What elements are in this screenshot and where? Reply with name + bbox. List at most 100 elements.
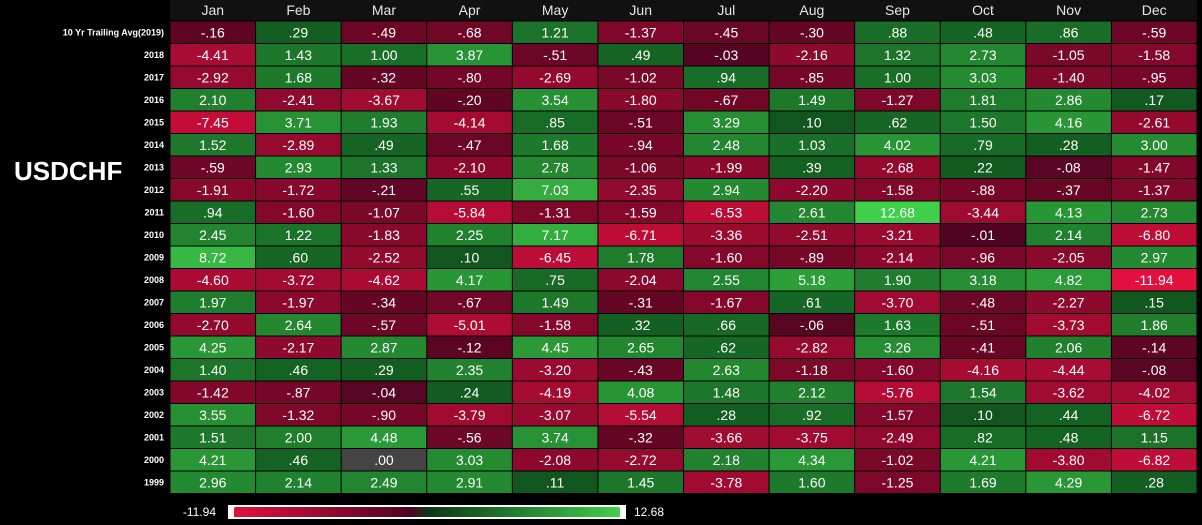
heatmap-cell	[1026, 111, 1111, 133]
heatmap-cell	[512, 66, 598, 88]
heatmap-cell	[256, 314, 341, 336]
cell-value: -.95	[1142, 69, 1166, 85]
heatmap-cell	[684, 336, 769, 358]
heatmap-cell	[855, 44, 940, 66]
heatmap-cell	[684, 381, 769, 403]
heatmap-cell	[256, 359, 341, 381]
heatmap-cell	[769, 449, 855, 471]
cell-value: 2.64	[285, 317, 312, 333]
heatmap-cell	[170, 201, 256, 223]
heatmap-cell	[1026, 44, 1111, 66]
heatmap-cell	[940, 246, 1026, 268]
row-header: 2015	[144, 117, 164, 127]
heatmap-cell	[341, 66, 427, 88]
heatmap-cell	[512, 269, 598, 291]
heatmap-cell	[598, 404, 683, 426]
heatmap-cell	[940, 381, 1026, 403]
cell-value: -1.40	[1053, 69, 1085, 85]
heatmap-cell	[256, 156, 341, 178]
cell-value: 2.25	[456, 227, 483, 243]
cell-value: -1.02	[881, 452, 913, 468]
cell-value: 4.45	[542, 339, 569, 355]
heatmap-cell	[170, 336, 256, 358]
cell-value: 12.68	[880, 204, 915, 220]
month-header-sep: Sep	[885, 2, 910, 18]
heatmap-cell	[170, 291, 256, 313]
cell-value: -1.32	[282, 407, 314, 423]
legend-max-label: 12.68	[634, 505, 664, 519]
heatmap-cell	[427, 111, 512, 133]
heatmap-cell	[427, 156, 512, 178]
cell-value: .75	[545, 272, 565, 288]
cell-value: 2.86	[1055, 92, 1082, 108]
month-header-oct: Oct	[972, 2, 994, 18]
heatmap-cell	[341, 224, 427, 246]
legend-max-handle[interactable]	[618, 505, 626, 519]
cell-value: .79	[973, 137, 993, 153]
heatmap-cell	[940, 359, 1026, 381]
heatmap-cell	[855, 359, 940, 381]
heatmap-cell	[940, 449, 1026, 471]
cell-value: .39	[802, 159, 822, 175]
legend-min-label: -11.94	[183, 505, 216, 519]
cell-value: -2.41	[282, 92, 314, 108]
heatmap-cell	[170, 359, 256, 381]
cell-value: -3.78	[710, 474, 742, 490]
cell-value: -.37	[1057, 182, 1081, 198]
heatmap-cell	[512, 381, 598, 403]
month-header-aug: Aug	[799, 2, 824, 18]
heatmap-cell	[684, 111, 769, 133]
cell-value: 1.32	[884, 47, 911, 63]
cell-value: -1.37	[1138, 182, 1170, 198]
heatmap-cell	[769, 21, 855, 43]
heatmap-cell	[341, 426, 427, 448]
cell-value: 2.87	[370, 339, 397, 355]
heatmap-cell	[170, 314, 256, 336]
heatmap-cell	[769, 336, 855, 358]
heatmap-cell	[598, 156, 683, 178]
cell-value: 2.14	[285, 474, 312, 490]
cell-value: 2.14	[1055, 227, 1082, 243]
cell-value: -2.61	[1138, 114, 1170, 130]
cell-value: 8.72	[199, 249, 226, 265]
heatmap-cell	[940, 426, 1026, 448]
row-header: 2018	[144, 50, 164, 60]
heatmap-cell	[512, 246, 598, 268]
cell-value: -.90	[372, 407, 396, 423]
heatmap-cell	[512, 21, 598, 43]
legend-min-handle[interactable]	[228, 505, 236, 519]
heatmap-cell	[512, 44, 598, 66]
row-header: 2004	[144, 365, 164, 375]
heatmap-cell	[684, 246, 769, 268]
cell-value: -1.37	[625, 24, 657, 40]
heatmap-cell	[427, 426, 512, 448]
heatmap-cell	[341, 156, 427, 178]
heatmap-cell	[427, 201, 512, 223]
cell-value: .48	[1059, 429, 1079, 445]
heatmap-cell	[427, 246, 512, 268]
cell-value: -1.25	[881, 474, 913, 490]
heatmap-cell	[940, 179, 1026, 201]
cell-value: .00	[374, 452, 394, 468]
cell-value: -.96	[971, 249, 995, 265]
cell-value: .22	[973, 159, 993, 175]
heatmap-cell	[256, 224, 341, 246]
heatmap-cell	[684, 89, 769, 111]
cell-value: -2.92	[197, 69, 229, 85]
heatmap-cell	[769, 269, 855, 291]
cell-value: 2.61	[798, 204, 825, 220]
cell-value: 2.45	[199, 227, 226, 243]
heatmap-cell	[512, 224, 598, 246]
cell-value: 4.13	[1055, 204, 1082, 220]
cell-value: -3.79	[454, 407, 486, 423]
cell-value: 3.26	[884, 339, 911, 355]
row-header: 2016	[144, 95, 164, 105]
cell-value: 4.08	[627, 384, 654, 400]
heatmap-cell	[1026, 291, 1111, 313]
heatmap-cell	[170, 89, 256, 111]
cell-value: -.56	[457, 429, 481, 445]
cell-value: -3.75	[796, 429, 828, 445]
heatmap-cell	[769, 66, 855, 88]
cell-value: .85	[545, 114, 565, 130]
heatmap-cell	[427, 449, 512, 471]
